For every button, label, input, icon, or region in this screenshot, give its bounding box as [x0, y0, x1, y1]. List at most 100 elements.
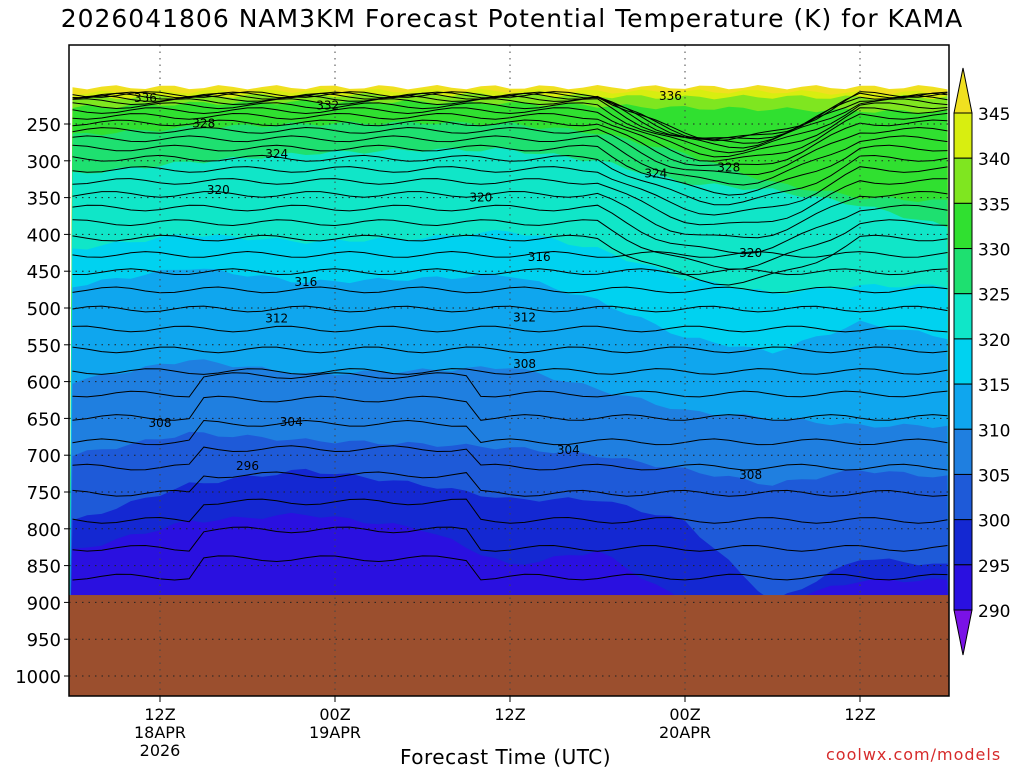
y-tick-label: 450	[27, 262, 61, 283]
x-tick-label: 2026	[140, 741, 181, 760]
x-tick-label: 00Z	[319, 705, 350, 724]
y-tick-label: 400	[27, 225, 61, 246]
terrain	[69, 595, 949, 696]
contour-line	[72, 126, 948, 176]
colorbar-segment	[953, 383, 973, 430]
colorbar-label: 320	[978, 331, 1010, 351]
contour-line	[72, 95, 948, 144]
x-tick-label: 20APR	[659, 723, 711, 742]
credit-text: coolwx.com/models	[826, 745, 1002, 764]
colorbar-label: 335	[978, 195, 1010, 215]
colorbar-label: 295	[978, 557, 1010, 577]
contour-label: 336	[659, 89, 682, 103]
contour-label: 308	[513, 357, 536, 371]
contour-label: 336	[134, 91, 157, 105]
colorbar-segment	[953, 202, 973, 250]
colorbar-label: 300	[978, 512, 1010, 532]
contour-line	[72, 98, 948, 149]
y-tick-label: 700	[27, 446, 61, 467]
contour-labels: 336 336 332 328 328 324 324 320 320 320 316 316 312 3…	[134, 89, 762, 482]
contour-label: 332	[316, 99, 339, 113]
colorbar-segment	[953, 564, 973, 611]
y-tick-label: 300	[27, 152, 61, 173]
contour-label: 304	[280, 415, 303, 429]
colorbar-segment	[953, 248, 973, 295]
contour-label: 296	[236, 459, 259, 473]
chart-title: 2026041806 NAM3KM Forecast Potential Tem…	[60, 4, 964, 33]
y-tick-label: 650	[27, 409, 61, 430]
contour-line	[72, 166, 948, 216]
contour-line	[72, 119, 948, 167]
y-tick-label: 250	[27, 115, 61, 136]
colorbar-segment	[953, 473, 973, 521]
y-tick-label: 950	[27, 630, 61, 651]
contour-line	[72, 204, 948, 255]
plot-frame	[68, 44, 950, 697]
contour-label: 328	[192, 116, 215, 130]
y-tick-label: 850	[27, 557, 61, 578]
colorbar-label: 325	[978, 286, 1010, 306]
y-tick-label: 900	[27, 593, 61, 614]
contour-line	[72, 498, 948, 524]
y-axis: 250 300 350 400 450 500 550 600 650 700 750 800 850 9…	[15, 115, 69, 688]
colorbar-cap-top	[953, 67, 973, 114]
x-tick-label: 12Z	[494, 705, 525, 724]
x-tick-label: 00Z	[669, 705, 700, 724]
colorbar-label: 330	[978, 241, 1010, 261]
contour-label: 312	[513, 311, 536, 325]
contour-line	[72, 445, 948, 471]
contour-line	[72, 372, 948, 398]
colorbar-label: 345	[978, 105, 1010, 125]
y-tick-label: 1000	[15, 667, 61, 688]
colorbar-label: 310	[978, 421, 1010, 441]
contour-line	[72, 102, 948, 154]
contour-label: 308	[149, 416, 172, 430]
contour-label: 320	[207, 183, 230, 197]
contour-line	[72, 190, 948, 239]
contour-line	[72, 268, 948, 276]
colorbar-label: 305	[978, 466, 1010, 486]
contour-line	[72, 368, 948, 375]
contour-line	[72, 286, 948, 294]
contour-line	[72, 419, 948, 446]
contour-label: 316	[294, 275, 317, 289]
colorbar-label: 340	[978, 150, 1010, 170]
colorbar-segment	[953, 157, 973, 204]
x-axis-label: Forecast Time (UTC)	[400, 745, 612, 769]
y-tick-label: 350	[27, 189, 61, 210]
contour-line	[72, 107, 948, 158]
y-tick-label: 500	[27, 299, 61, 320]
contour-label: 304	[557, 443, 580, 457]
y-tick-label: 550	[27, 336, 61, 357]
contour-line	[72, 178, 948, 226]
colorbar-segment	[953, 293, 973, 340]
colorbar-cap-bottom	[953, 609, 973, 656]
colorbar-segment	[953, 519, 973, 566]
contour-line	[72, 325, 948, 333]
x-tick-label: 18APR	[134, 723, 186, 742]
colorbar-segment	[953, 428, 973, 475]
x-tick-label: 12Z	[844, 705, 875, 724]
contour-label: 308	[739, 468, 762, 482]
contour-line	[72, 219, 948, 270]
colorbar-label: 315	[978, 376, 1010, 396]
grid-lines	[69, 45, 949, 696]
colorbar-segment	[953, 338, 973, 385]
contour-line	[72, 555, 948, 581]
contour-label: 324	[644, 166, 667, 180]
contour-label: 320	[469, 191, 492, 205]
x-tick-label: 12Z	[144, 705, 175, 724]
x-tick-label: 19APR	[309, 723, 361, 742]
contour-line	[72, 526, 948, 552]
contour-label: 312	[265, 311, 288, 325]
colorbar-segment	[953, 112, 973, 159]
terrain-group	[69, 595, 949, 696]
y-tick-label: 750	[27, 483, 61, 504]
colorbar: 345 340 335 330 325 320 315 310 305 300 295 290	[953, 67, 1010, 656]
contour-label: 320	[739, 246, 762, 260]
contour-line	[72, 250, 948, 258]
contour-label: 324	[265, 147, 288, 161]
contour-label: 316	[528, 250, 551, 264]
